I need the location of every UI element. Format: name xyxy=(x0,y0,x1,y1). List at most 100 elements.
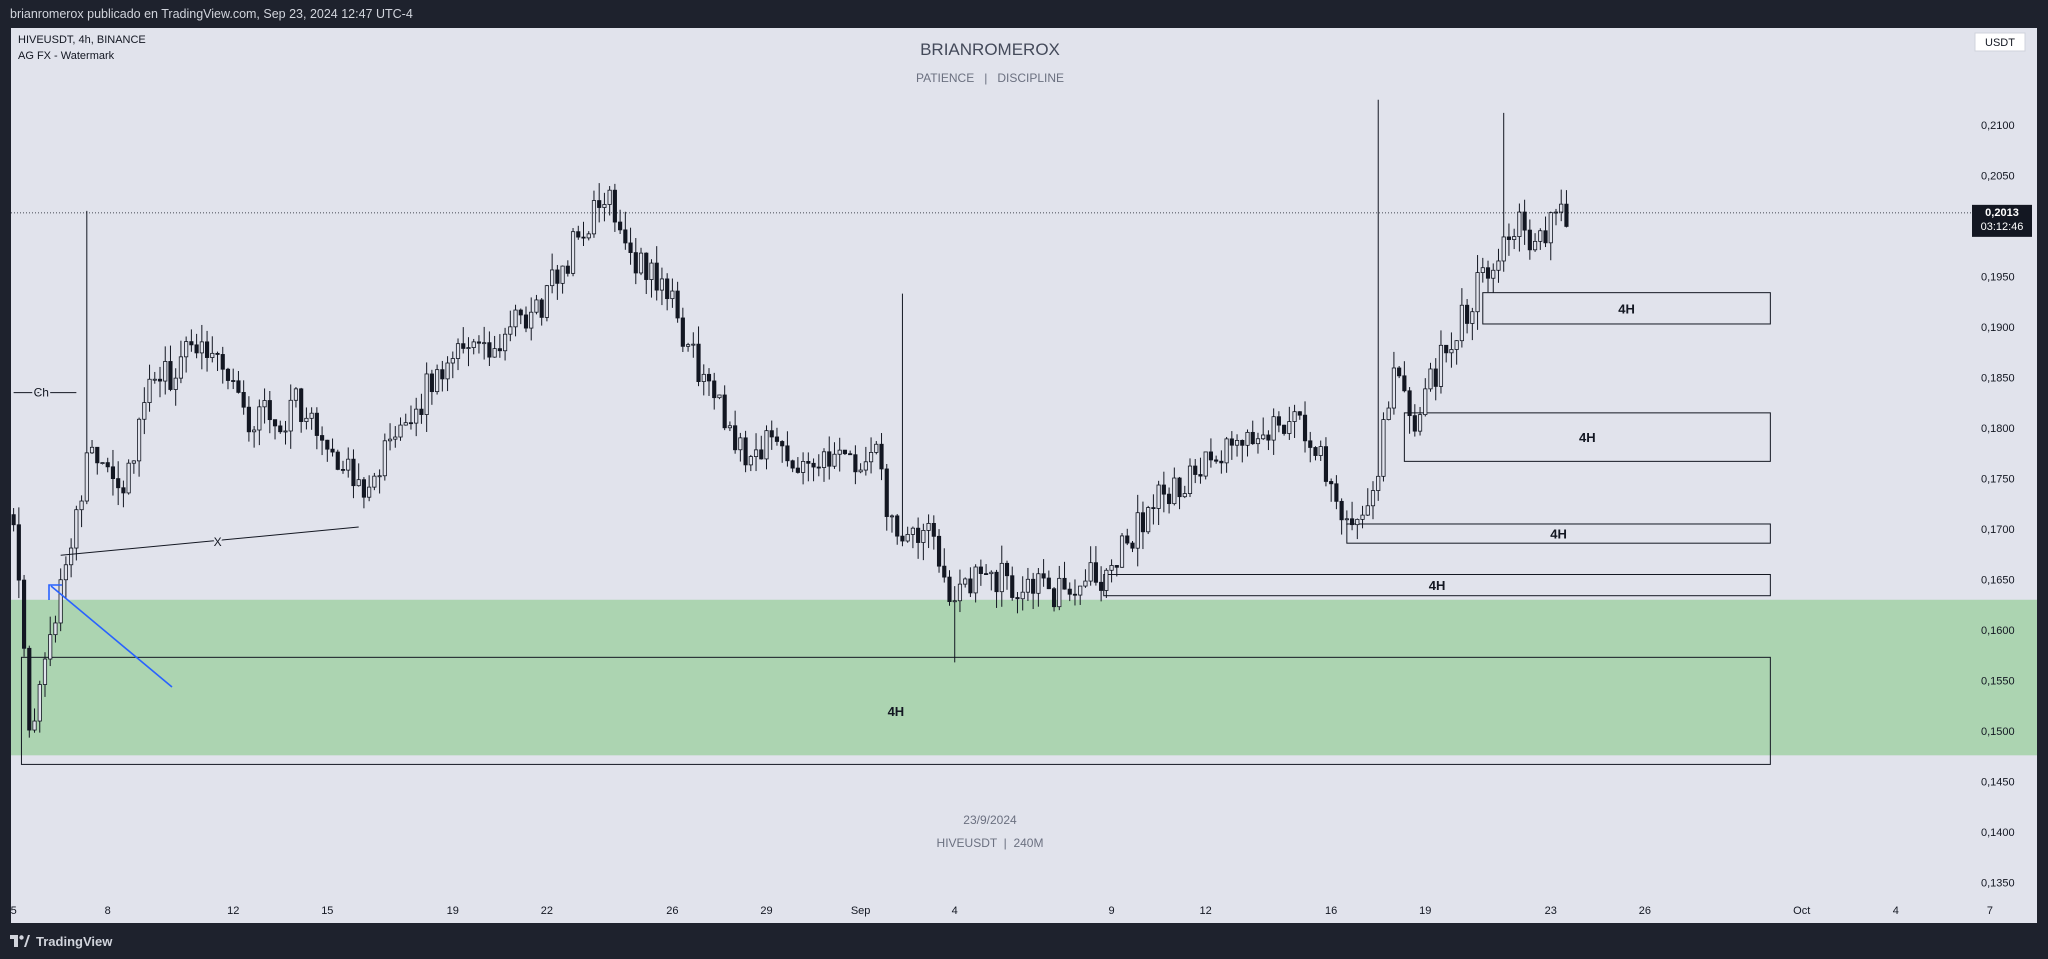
candle xyxy=(1224,436,1229,473)
candle xyxy=(1208,438,1213,468)
candle xyxy=(147,364,152,412)
candle xyxy=(638,247,644,276)
candle xyxy=(466,337,471,367)
demand-zone-fill[interactable] xyxy=(11,599,2037,756)
candle xyxy=(330,438,335,457)
candle xyxy=(314,407,319,450)
candle xyxy=(95,446,100,475)
candle xyxy=(1282,424,1287,436)
candle xyxy=(288,384,293,449)
candle xyxy=(1015,591,1020,614)
tradingview-logo[interactable]: TradingView xyxy=(10,934,112,949)
candle xyxy=(1386,401,1391,421)
candle xyxy=(733,410,738,454)
candle xyxy=(199,324,204,370)
candle xyxy=(686,342,691,352)
candle xyxy=(1407,387,1412,434)
candle xyxy=(1376,99,1381,501)
zone-box-5[interactable] xyxy=(1482,292,1771,325)
candle xyxy=(1261,417,1266,441)
candle xyxy=(1501,112,1506,272)
candle xyxy=(534,294,539,315)
candle xyxy=(1428,362,1433,392)
zone-box-4[interactable] xyxy=(1403,412,1771,462)
time-tick-label: 22 xyxy=(541,905,553,917)
candle xyxy=(816,454,821,477)
candle xyxy=(398,417,403,441)
candle xyxy=(1135,494,1140,567)
candle xyxy=(1308,431,1313,463)
candle xyxy=(973,564,978,603)
time-tick-label: 7 xyxy=(1987,905,1993,917)
bar-countdown: 03:12:46 xyxy=(1981,221,2024,233)
zone-box-2[interactable] xyxy=(1103,573,1771,597)
candle xyxy=(1099,566,1104,602)
candle xyxy=(189,329,194,352)
candle xyxy=(795,457,800,474)
candle xyxy=(921,523,926,561)
candle xyxy=(1229,431,1234,460)
candle xyxy=(837,437,842,472)
zone-box-3[interactable] xyxy=(1346,523,1771,544)
time-tick-label: 4 xyxy=(1893,905,1899,917)
candle xyxy=(680,307,685,353)
time-tick-label: 29 xyxy=(760,905,772,917)
candle xyxy=(670,278,675,308)
candle xyxy=(1198,457,1203,484)
candle xyxy=(1109,559,1114,583)
price-tick-label: 0,1350 xyxy=(1981,878,2015,890)
candle xyxy=(455,338,461,371)
candle xyxy=(821,448,827,482)
candlestick-chart[interactable]: 4H 4H 4H 4H 4H Ch X HIVEUSDT, 4h, BINANCE AG … xyxy=(11,28,2037,923)
candle xyxy=(252,426,257,448)
last-price-tag[interactable]: 0,2013 03:12:46 xyxy=(1972,204,2032,237)
candle xyxy=(419,393,424,424)
candle xyxy=(225,367,231,390)
candle xyxy=(748,454,753,472)
candle xyxy=(42,652,48,697)
tradingview-logo-icon xyxy=(10,935,30,947)
time-tick-label: Oct xyxy=(1793,905,1810,917)
candle xyxy=(429,369,434,405)
candle xyxy=(487,331,492,367)
candle xyxy=(58,568,63,632)
candle xyxy=(79,495,84,528)
candle xyxy=(513,304,518,337)
sweep-trendline[interactable] xyxy=(60,526,359,556)
up-arrow-annotation xyxy=(48,584,173,688)
currency-label-box[interactable] xyxy=(1974,32,2026,52)
price-axis[interactable]: 0,21000,20500,20000,19500,19000,18500,18… xyxy=(1981,120,2015,890)
time-tick-label: 23 xyxy=(1545,905,1557,917)
candle xyxy=(267,390,272,434)
candle xyxy=(1119,532,1125,568)
candle xyxy=(27,645,32,738)
candle xyxy=(842,449,848,456)
candle xyxy=(659,267,665,306)
candle xyxy=(968,567,973,598)
candle xyxy=(1423,378,1428,417)
zone-box-1[interactable] xyxy=(20,656,1771,765)
price-tick-label: 0,1400 xyxy=(1981,827,2015,839)
watermark-date: 23/9/2024 xyxy=(963,813,1017,827)
time-tick-label: 26 xyxy=(1639,905,1651,917)
candle xyxy=(11,508,16,532)
candle xyxy=(110,449,116,496)
candle xyxy=(320,426,325,456)
candle xyxy=(372,472,377,491)
chart-panel[interactable]: 4H 4H 4H 4H 4H Ch X HIVEUSDT, 4h, BINANCE AG … xyxy=(11,28,2037,923)
time-axis[interactable]: 5 8 12 15 19 22 26 29 Sep 4 9 12 16 19 23 26 Oct 4 7 xyxy=(11,905,1993,917)
candle xyxy=(1397,366,1402,379)
candle xyxy=(137,417,142,477)
candle xyxy=(1323,437,1329,487)
candle xyxy=(539,298,544,326)
candle xyxy=(152,371,157,384)
candle xyxy=(257,399,262,446)
candle xyxy=(1302,401,1308,453)
candle xyxy=(889,514,895,533)
candle xyxy=(764,425,769,470)
candle xyxy=(1161,471,1166,513)
candle xyxy=(178,340,183,384)
candle xyxy=(801,452,806,485)
watermark-symbol: HIVEUSDT | 240M xyxy=(937,836,1044,850)
candle xyxy=(168,345,173,392)
